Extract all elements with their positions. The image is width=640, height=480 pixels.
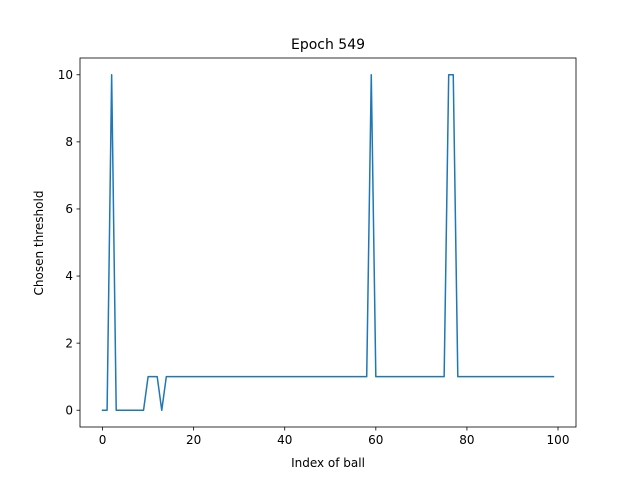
x-tick-label-0: 0 [99, 433, 107, 447]
y-tick-label-10: 10 [58, 68, 73, 82]
x-tick-label-80: 80 [459, 433, 474, 447]
x-tick-label-20: 20 [186, 433, 201, 447]
axes-frame [79, 57, 577, 428]
x-tick-label-100: 100 [547, 433, 570, 447]
series-line-0 [101, 74, 555, 411]
y-axis-label: Chosen threshold [32, 191, 46, 296]
y-tick-label-8: 8 [65, 135, 73, 149]
chart-title: Epoch 549 [291, 37, 365, 53]
y-tick-label-0: 0 [65, 403, 73, 417]
y-tick-label-4: 4 [65, 269, 73, 283]
x-axis-label: Index of ball [291, 456, 365, 470]
y-tick-label-6: 6 [65, 202, 73, 216]
x-tick-label-40: 40 [277, 433, 292, 447]
y-tick-label-2: 2 [65, 336, 73, 350]
x-tick-label-60: 60 [368, 433, 383, 447]
plot-area: 0 20 40 60 80 100 0 2 4 6 8 10 [58, 57, 577, 447]
